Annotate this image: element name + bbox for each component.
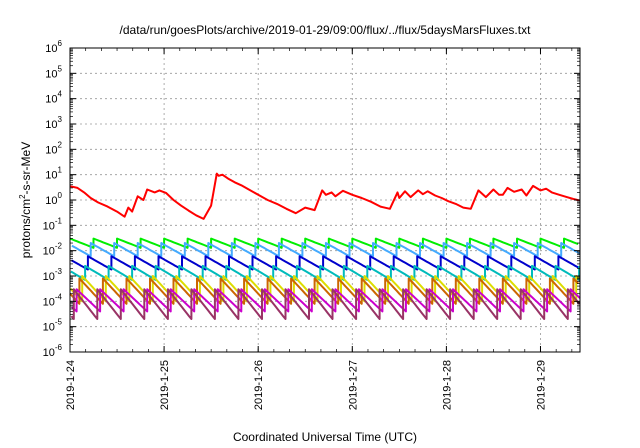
x-tick-label: 2019-1-26 [253,360,265,410]
y-tick-base: 10 [45,43,57,55]
axis-ticks: 10-610-510-410-310-210-11001011021031041… [43,39,580,410]
y-axis-label-rest: -s-sr-MeV [19,142,33,195]
y-tick-base: 10 [43,296,55,308]
y-tick-label: 10-4 [43,292,63,308]
y-tick-exponent: -3 [55,267,63,276]
series-line-7 [71,288,581,313]
y-tick-label: 103 [45,115,62,131]
y-tick-label: 10-3 [43,267,63,283]
y-tick-base: 10 [45,119,57,131]
y-tick-exponent: -1 [55,216,63,225]
y-tick-base: 10 [45,170,57,182]
y-tick-label: 105 [45,64,62,80]
y-tick-label: 106 [45,39,62,55]
y-tick-exponent: 6 [58,39,63,48]
svg-text:protons/cm2-s-sr-MeV: protons/cm2-s-sr-MeV [18,142,33,258]
y-tick-base: 10 [43,322,55,334]
y-tick-exponent: 2 [58,140,63,149]
y-tick-base: 10 [45,68,57,80]
series-line-6 [69,277,579,305]
y-tick-label: 104 [45,90,62,106]
x-tick-label: 2019-1-28 [441,360,453,410]
chart-title: /data/run/goesPlots/archive/2019-01-29/0… [120,23,532,37]
y-tick-exponent: 0 [58,191,63,200]
x-axis-label: Coordinated Universal Time (UTC) [233,430,417,444]
y-tick-label: 100 [45,191,62,207]
y-tick-label: 10-5 [43,318,63,334]
y-tick-exponent: -4 [55,292,63,301]
y-tick-exponent: -5 [55,318,63,327]
y-tick-base: 10 [43,220,55,232]
series-line-4 [70,264,581,281]
series-line-3 [70,255,580,271]
series-layer [69,172,581,320]
y-tick-base: 10 [45,94,57,106]
y-tick-exponent: 3 [58,115,63,124]
y-tick-label: 10-1 [43,216,63,232]
y-tick-exponent: 4 [58,90,63,99]
y-tick-exponent: 5 [58,64,63,73]
y-tick-base: 10 [43,271,55,283]
series-line-2 [71,242,581,258]
y-tick-label: 101 [45,166,62,182]
x-tick-label: 2019-1-27 [347,360,359,410]
x-tick-label: 2019-1-24 [65,360,77,410]
y-axis-label-base: protons/cm [19,199,33,258]
y-axis-label: protons/cm2-s-sr-MeV [18,142,33,258]
y-tick-base: 10 [43,347,55,359]
series-line-0 [69,172,581,220]
y-tick-base: 10 [43,246,55,258]
y-tick-exponent: -6 [55,343,63,352]
x-tick-label: 2019-1-25 [159,360,171,410]
series-line-5 [69,275,580,303]
y-tick-base: 10 [45,195,57,207]
y-axis-label-sup: 2 [18,194,27,199]
y-tick-label: 10-6 [43,343,63,359]
y-tick-exponent: 1 [58,166,63,175]
series-line-1 [69,237,579,249]
y-tick-label: 10-2 [43,242,63,258]
x-tick-label: 2019-1-29 [535,360,547,410]
y-tick-label: 102 [45,140,62,156]
y-tick-base: 10 [45,144,57,156]
y-tick-exponent: -2 [55,242,63,251]
series-line-8 [70,288,581,320]
